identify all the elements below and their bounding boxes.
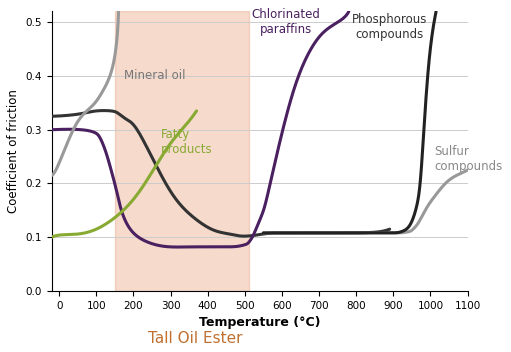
Text: Chlorinated
paraffins: Chlorinated paraffins (251, 8, 320, 36)
Text: Mineral oil: Mineral oil (124, 69, 185, 82)
X-axis label: Temperature (°C): Temperature (°C) (199, 316, 320, 329)
Y-axis label: Coefficient of friction: Coefficient of friction (7, 89, 20, 213)
Text: Tall Oil Ester: Tall Oil Ester (148, 331, 243, 346)
Bar (115, 12, 248, 291)
Text: Fatty
products: Fatty products (161, 127, 213, 156)
Text: Phosphorous
compounds: Phosphorous compounds (352, 13, 427, 41)
Text: Sulfur
compounds: Sulfur compounds (434, 145, 502, 173)
